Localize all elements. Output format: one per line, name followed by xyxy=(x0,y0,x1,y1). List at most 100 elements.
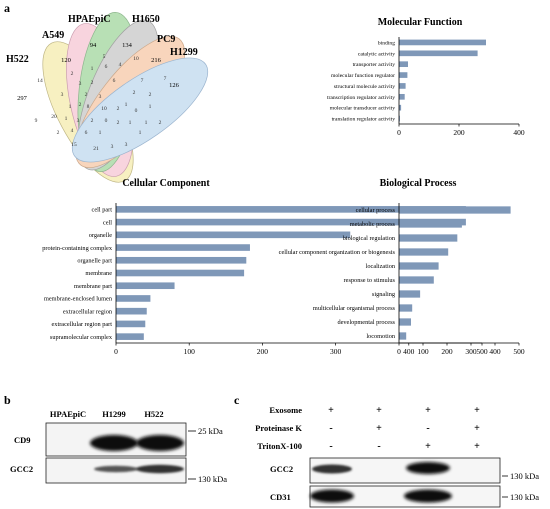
blot-row-label: CD31 xyxy=(270,492,291,502)
condition-sign: + xyxy=(376,405,382,416)
category-label: response to stimulus xyxy=(344,277,396,284)
venn-label-a549: A549 xyxy=(42,30,64,41)
venn-region: 0 xyxy=(105,118,108,124)
venn-region: 2 xyxy=(85,92,88,98)
venn-region: 2 xyxy=(117,120,120,126)
bar xyxy=(399,304,413,312)
lane-label: H522 xyxy=(144,409,163,419)
x-tick-label: 500 xyxy=(513,347,525,356)
category-label: supramolecular complex xyxy=(50,334,113,341)
venn-region: 1 xyxy=(129,120,132,126)
venn-label-h1650: H1650 xyxy=(132,14,160,25)
x-tick-label: 400 xyxy=(403,347,415,356)
category-label: catalytic activity xyxy=(358,51,395,57)
venn-unique-h1650: 134 xyxy=(122,42,133,49)
x-tick-label: 400 xyxy=(489,347,501,356)
venn-region: 0 xyxy=(135,108,138,114)
bar xyxy=(116,269,245,277)
venn-region: 10 xyxy=(133,56,139,62)
category-label: binding xyxy=(378,40,395,46)
category-label: localization xyxy=(366,263,396,270)
venn-region: 1 xyxy=(139,130,142,136)
bar xyxy=(116,244,250,251)
condition-sign: + xyxy=(425,441,431,452)
category-label: biological regulation xyxy=(343,235,396,242)
venn-region: 1 xyxy=(145,120,148,126)
condition-sign: - xyxy=(377,441,380,452)
category-label: membrane-enclosed lumen xyxy=(44,296,113,303)
chart-title: Cellular Component xyxy=(122,178,210,189)
bar xyxy=(399,318,411,326)
panel-label-c: c xyxy=(234,393,240,407)
venn-unique-h1299: 126 xyxy=(169,82,180,89)
venn-region: 2 xyxy=(149,92,152,98)
bar xyxy=(399,72,408,78)
category-label: multicellular organismal process xyxy=(313,305,396,312)
x-tick-label: 0 xyxy=(397,128,401,137)
bar xyxy=(116,231,351,239)
bar xyxy=(399,83,406,89)
lane-label: H1299 xyxy=(102,409,126,419)
bar xyxy=(116,307,147,315)
venn-region: 3 xyxy=(79,81,82,87)
venn-region: 1 xyxy=(91,66,94,72)
x-tick-label: 0 xyxy=(114,347,118,356)
bar xyxy=(116,295,151,302)
category-label: membrane part xyxy=(74,283,112,290)
bar xyxy=(399,50,478,57)
category-label: extracellular region part xyxy=(52,321,113,328)
venn-unique-pc9: 216 xyxy=(151,57,162,64)
western-blot-c: Exosome Proteinase K TritonX-100 + + + +… xyxy=(255,405,539,508)
blot-band xyxy=(406,462,450,474)
venn-region: 8 xyxy=(87,104,90,110)
venn-region: 3 xyxy=(77,118,80,124)
venn-diagram: H522 A549 HPAEpiC H1650 PC9 H1299 297 12… xyxy=(6,12,209,183)
x-tick-label: 200 xyxy=(441,347,453,356)
venn-region: 7 xyxy=(141,78,144,84)
venn-region: 3 xyxy=(111,144,114,150)
venn-region: 3 xyxy=(125,142,128,148)
venn-unique-a549: 120 xyxy=(61,57,71,64)
condition-sign: + xyxy=(474,423,480,434)
bar xyxy=(116,282,175,290)
bar xyxy=(399,220,462,228)
category-label: molecular function regulator xyxy=(331,72,395,79)
x-tick-label: 300 xyxy=(465,347,477,356)
bar xyxy=(399,61,408,68)
venn-label-h522: H522 xyxy=(6,54,29,65)
venn-region: 6 xyxy=(105,64,108,70)
category-label: organelle xyxy=(89,232,113,239)
venn-set-h1299 xyxy=(71,57,209,163)
venn-region: 1 xyxy=(65,116,68,122)
x-tick-label: 300 xyxy=(330,347,342,356)
blot-band xyxy=(312,464,352,474)
category-label: transporter activity xyxy=(353,62,396,68)
venn-region: 1 xyxy=(125,102,128,108)
category-label: protein-containing complex xyxy=(42,245,113,252)
x-tick-label: 100 xyxy=(417,347,429,356)
x-tick-label: 100 xyxy=(184,347,196,356)
bar xyxy=(116,218,466,226)
category-label: cell part xyxy=(92,207,113,214)
bar xyxy=(116,256,247,264)
venn-region: 2 xyxy=(159,120,162,126)
venn-region: 2 xyxy=(91,118,94,124)
western-blot-b: HPAEpiC H1299 H522 CD9 GCC2 25 kDa 130 k… xyxy=(10,409,227,484)
x-tick-label: 200 xyxy=(257,347,269,356)
bar xyxy=(399,39,486,46)
chart-title: Molecular Function xyxy=(378,17,463,28)
category-label: cell xyxy=(103,219,112,226)
venn-region: 20 xyxy=(51,114,57,120)
venn-region: 2 xyxy=(91,80,94,86)
venn-region: 7 xyxy=(164,76,167,82)
condition-sign: + xyxy=(474,441,480,452)
venn-region: 3 xyxy=(61,92,64,98)
venn-region: 14 xyxy=(37,78,43,84)
venn-region: 21 xyxy=(93,146,99,152)
marker-label: 130 kDa xyxy=(510,471,539,481)
category-label: metabolic process xyxy=(350,221,396,228)
category-label: organelle part xyxy=(77,257,112,264)
blot-row-label: CD9 xyxy=(14,435,31,445)
venn-region: 2 xyxy=(133,90,136,96)
